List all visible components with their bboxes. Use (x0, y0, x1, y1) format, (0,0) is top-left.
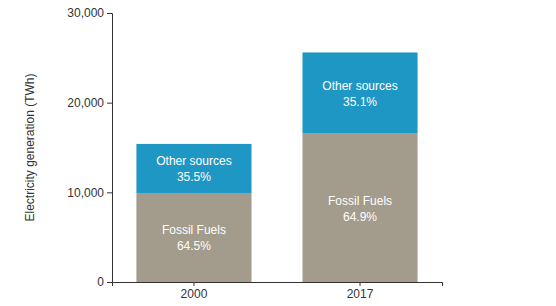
share-label: 64.5% (177, 239, 211, 253)
x-tick-mark (360, 282, 361, 286)
x-tick-label: 2000 (181, 287, 208, 301)
share-label: 64.9% (343, 210, 377, 224)
share-label: 35.5% (177, 170, 211, 184)
y-tick-label: 30,000 (67, 6, 104, 20)
y-axis-line (107, 14, 113, 283)
y-tick-mark (107, 13, 112, 14)
bar-segment (136, 144, 251, 193)
segment-labels: Fossil Fuels 64.5% Fossil Fuels 64.9% Other … (156, 79, 397, 254)
x-axis-line (113, 283, 443, 287)
x-tick: 2000 (181, 282, 208, 301)
bar-segment (136, 193, 251, 282)
y-tick-mark (107, 192, 112, 193)
y-tick-label: 20,000 (67, 96, 104, 110)
y-tick-label: 10,000 (67, 186, 104, 200)
series-name: Other sources (322, 79, 397, 93)
x-tick-label: 2017 (347, 287, 374, 301)
y-tick: 0 (97, 275, 112, 289)
y-tick: 10,000 (67, 186, 112, 200)
series-name: Fossil Fuels (162, 223, 226, 237)
y-tick-label: 0 (97, 275, 104, 289)
y-tick-mark (107, 103, 112, 104)
bar-segment (302, 52, 417, 133)
x-tick-mark (193, 282, 194, 286)
y-axis: 0 10,000 20,000 30,000 (67, 6, 112, 289)
x-axis: 2000 2017 (113, 282, 443, 301)
bars (136, 52, 417, 282)
series-name: Other sources (156, 154, 231, 168)
y-axis-title: Electricity generation (TWh) (23, 73, 37, 221)
y-tick-mark (107, 282, 112, 283)
y-tick: 30,000 (67, 6, 112, 20)
share-label: 35.1% (343, 95, 377, 109)
bar-segment (302, 133, 417, 282)
chart: Fossil Fuels 64.5% Fossil Fuels 64.9% Other … (0, 0, 556, 306)
series-name: Fossil Fuels (328, 194, 392, 208)
x-tick: 2017 (347, 282, 374, 301)
y-tick: 20,000 (67, 96, 112, 110)
